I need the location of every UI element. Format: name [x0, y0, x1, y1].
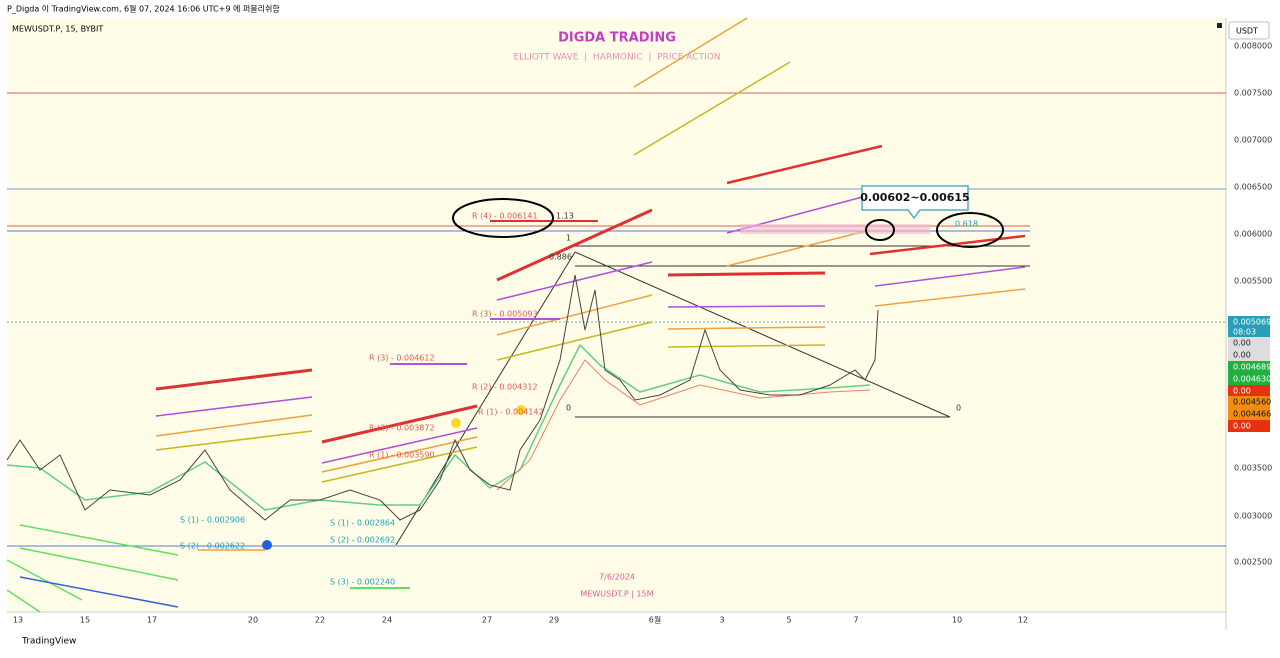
chart-annotation: S (1) - 0.002906 — [180, 516, 245, 525]
time-label: 6월 — [649, 615, 661, 625]
chart-annotation: 1.13 — [556, 212, 574, 221]
currency: USDT — [1236, 27, 1258, 36]
symbol-line: MEWUSDT.P, 15, BYBIT — [12, 25, 103, 34]
price-tag — [1228, 373, 1270, 385]
price-tag-text: 0.00 — [1233, 387, 1251, 396]
price-label: 0.007000 — [1234, 136, 1272, 145]
price-tag — [1228, 396, 1270, 408]
chart-annotation: 0 — [566, 404, 571, 413]
price-tag-text: 0.00 — [1233, 351, 1251, 360]
price-label: 0.003500 — [1234, 464, 1272, 473]
price-tag-text: 0.004560 — [1233, 398, 1271, 407]
time-label: 13 — [13, 616, 23, 625]
chart-annotation: S (2) - 0.002622 — [180, 542, 245, 551]
price-label: 0.007500 — [1234, 89, 1272, 98]
price-tag-text: 0.00 — [1233, 339, 1251, 348]
price-tag — [1228, 316, 1270, 338]
price-tag — [1228, 337, 1270, 349]
brand-title: DIGDA TRADING — [558, 31, 676, 46]
footer-brand: TradingView — [21, 637, 76, 647]
price-tag-text: 0.005069 — [1233, 318, 1271, 327]
chart-annotation: R (2) - 0.004312 — [472, 383, 538, 392]
chart-annotation: R (2) - 0.003872 — [369, 424, 435, 433]
time-label: 15 — [80, 616, 90, 625]
price-tag — [1228, 349, 1270, 361]
price-tag-text: 0.004689 — [1233, 363, 1271, 372]
chart-annotation: R (3) - 0.004612 — [369, 354, 435, 363]
time-label: 24 — [382, 616, 392, 625]
chart-annotation: 0 — [956, 404, 961, 413]
price-label: 0.003000 — [1234, 512, 1272, 521]
chart-annotation: 1 — [566, 234, 571, 243]
chart-annotation: 0.618 — [955, 220, 978, 229]
chart-annotation: 0.886 — [549, 253, 572, 262]
price-tag — [1228, 361, 1270, 373]
price-tag — [1228, 385, 1270, 397]
time-label: 5 — [786, 616, 791, 625]
price-label: 0.006500 — [1234, 183, 1272, 192]
chart-annotation: S (2) - 0.002692 — [330, 536, 395, 545]
publish-line: P_Digda 이 TradingView.com, 6월 07, 2024 1… — [7, 4, 280, 14]
chart-annotation: R (4) - 0.006141 — [472, 212, 538, 221]
price-label: 0.005500 — [1234, 277, 1272, 286]
price-tag-text: 0.004630 — [1233, 375, 1271, 384]
price-label: 0.008000 — [1234, 42, 1272, 51]
price-label: 0.002500 — [1234, 558, 1272, 567]
watermark-symbol: MEWUSDT.P | 15M — [580, 590, 653, 599]
chart-annotation: S (3) - 0.002240 — [330, 578, 395, 587]
watermark-date: 7/6/2024 — [599, 573, 635, 582]
callout: 0.00602~0.00615 — [860, 191, 969, 204]
time-label: 29 — [549, 616, 559, 625]
chart-annotation: R (1) - 0.004142 — [478, 408, 544, 417]
chart-pane — [7, 18, 1226, 612]
price-tag-text: 0.00 — [1233, 422, 1251, 431]
brand-subtitle: ELLIOTT WAVE | HARMONIC | PRICE ACTION — [513, 53, 720, 63]
time-label: 12 — [1018, 616, 1028, 625]
chart-annotation: R (1) - 0.003590 — [369, 451, 435, 460]
time-label: 3 — [719, 616, 724, 625]
price-tag — [1228, 420, 1270, 432]
time-label: 20 — [248, 616, 258, 625]
price-label: 0.006000 — [1234, 230, 1272, 239]
time-label: 7 — [853, 616, 858, 625]
chart-annotation: S (1) - 0.002864 — [330, 519, 395, 528]
price-tag-time: 08:03 — [1233, 328, 1256, 337]
drawings — [6, 17, 1270, 613]
time-label: 17 — [147, 616, 157, 625]
price-tag — [1228, 408, 1270, 420]
chart-annotation: R (3) - 0.005093 — [472, 310, 538, 319]
price-tag-text: 0.004466 — [1233, 410, 1271, 419]
time-label: 27 — [482, 616, 492, 625]
time-label: 10 — [952, 616, 962, 625]
time-label: 22 — [315, 616, 325, 625]
